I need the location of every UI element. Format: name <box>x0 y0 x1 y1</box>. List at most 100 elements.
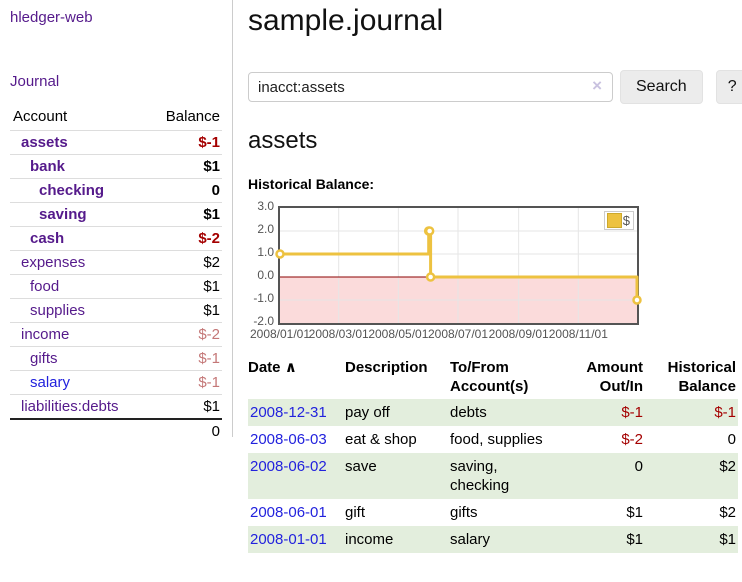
legend-swatch-icon <box>606 213 622 228</box>
transaction-amount: $-1 <box>621 404 643 421</box>
transaction-date-link[interactable]: 2008-06-03 <box>250 431 327 448</box>
account-row: expenses $2 <box>10 250 222 275</box>
transaction-row: 2008-06-01 gift gifts $1 $2 <box>248 499 738 526</box>
account-row: liabilities:debts $1 <box>10 394 222 419</box>
account-balance: $1 <box>148 202 222 227</box>
date-column-header[interactable]: Date ∧ <box>248 359 297 376</box>
account-row: saving $1 <box>10 202 222 227</box>
register-table: Date ∧ Description To/From Account(s) Am… <box>248 358 738 553</box>
account-balance: $1 <box>148 154 222 179</box>
legend-series-label: $ <box>622 213 630 228</box>
chart-legend: $ <box>603 211 634 230</box>
register-table-header: Date ∧ Description To/From Account(s) Am… <box>248 358 738 399</box>
sort-ascending-icon: ∧ <box>284 359 297 376</box>
account-heading: assets <box>248 127 318 154</box>
balance-column-header: Historical Balance <box>667 359 736 395</box>
sidebar-item-journal[interactable]: Journal <box>10 73 60 90</box>
main-content: sample.journal × Search ? assets Histori… <box>233 0 742 553</box>
account-row: assets $-1 <box>10 130 222 155</box>
clear-search-icon[interactable]: × <box>592 76 602 95</box>
transaction-date-link[interactable]: 2008-01-01 <box>250 531 327 548</box>
sidebar: hledger-web Journal Account Balance asse… <box>0 0 233 443</box>
account-row: food $1 <box>10 274 222 299</box>
search-input[interactable] <box>248 72 613 102</box>
balance-column-header: Balance <box>165 108 220 125</box>
account-link[interactable]: assets <box>21 134 68 151</box>
transaction-amount: $1 <box>626 531 643 548</box>
help-button[interactable]: ? <box>715 70 742 104</box>
account-link[interactable]: checking <box>39 182 105 199</box>
transaction-description: income <box>345 531 394 548</box>
amount-column-header: Amount Out/In <box>586 359 643 395</box>
transaction-row: 2008-01-01 income salary $1 $1 <box>248 526 738 553</box>
y-axis-tick-label: 2.0 <box>257 222 274 236</box>
accounts-table-header: Account Balance <box>10 105 222 131</box>
transaction-row: 2008-06-03 eat & shop food, supplies $-2… <box>248 426 738 453</box>
transaction-balance: $2 <box>719 458 736 475</box>
x-axis-tick-label: 2008/09/01 <box>488 327 549 341</box>
transaction-date-link[interactable]: 2008-06-01 <box>250 504 327 521</box>
transaction-date-link[interactable]: 2008-06-02 <box>250 458 327 475</box>
account-row: checking 0 <box>10 178 222 203</box>
account-balance: $2 <box>148 250 222 275</box>
accounts-total-value: 0 <box>148 418 222 443</box>
transaction-accounts: saving, checking <box>450 458 510 494</box>
accounts-balance-table: Account Balance assets $-1 bank $1 check… <box>10 105 222 443</box>
account-link[interactable]: food <box>30 278 60 295</box>
page-title: sample.journal <box>248 4 444 37</box>
transaction-balance: $-1 <box>714 404 736 421</box>
x-axis-tick-label: 2008/01/01 <box>249 327 311 341</box>
transaction-row: 2008-12-31 pay off debts $-1 $-1 <box>248 399 738 426</box>
account-link[interactable]: cash <box>30 230 65 247</box>
app-title-link[interactable]: hledger-web <box>10 9 93 26</box>
transaction-balance: 0 <box>727 431 736 448</box>
account-balance: $-1 <box>148 346 222 371</box>
search-form: × Search ? <box>248 70 742 104</box>
y-axis-tick-label: 3.0 <box>257 199 274 213</box>
account-link[interactable]: gifts <box>30 350 58 367</box>
transaction-description: eat & shop <box>345 431 417 448</box>
account-balance: $-2 <box>148 322 222 347</box>
transaction-amount: $-2 <box>621 431 643 448</box>
y-axis-tick-label: 0.0 <box>257 268 274 282</box>
account-balance: $-1 <box>148 130 222 155</box>
account-balance: $-1 <box>148 370 222 395</box>
x-axis-tick-label: 2008/03/01 <box>308 327 369 341</box>
account-row: supplies $1 <box>10 298 222 323</box>
account-row: cash $-2 <box>10 226 222 251</box>
transaction-balance: $1 <box>719 531 736 548</box>
account-link[interactable]: bank <box>30 158 66 175</box>
account-link[interactable]: supplies <box>30 302 86 319</box>
search-button[interactable]: Search <box>620 70 703 104</box>
account-balance: $-2 <box>148 226 222 251</box>
transaction-date-link[interactable]: 2008-12-31 <box>250 404 327 421</box>
chart-y-axis: 3.0 2.0 1.0 0.0 -1.0 -2.0 <box>248 200 274 327</box>
transaction-accounts: food, supplies <box>450 431 543 448</box>
accounts-column-header: To/From Account(s) <box>450 359 529 395</box>
transaction-amount: 0 <box>634 458 643 475</box>
account-link[interactable]: liabilities:debts <box>21 398 119 415</box>
account-column-header: Account <box>13 108 68 125</box>
account-row: income $-2 <box>10 322 222 347</box>
account-balance: $1 <box>148 394 222 419</box>
account-link[interactable]: income <box>21 326 70 343</box>
account-balance: $1 <box>148 298 222 323</box>
account-link[interactable]: expenses <box>21 254 86 271</box>
x-axis-tick-label: 2008/07/01 <box>427 327 489 341</box>
search-box: × <box>248 72 613 102</box>
historical-balance-chart: 3.0 2.0 1.0 0.0 -1.0 -2.0 $ 2008/01/01 2008/03… <box>248 200 742 343</box>
transaction-description: pay off <box>345 404 390 421</box>
y-axis-tick-label: 1.0 <box>257 245 274 259</box>
description-column-header: Description <box>345 359 428 376</box>
transaction-balance: $2 <box>719 504 736 521</box>
account-link[interactable]: saving <box>39 206 87 223</box>
account-row: salary $-1 <box>10 370 222 395</box>
y-axis-tick-label: -2.0 <box>253 314 274 328</box>
y-axis-tick-label: -1.0 <box>253 291 274 305</box>
x-axis-tick-label: 2008/05/01 <box>368 327 429 341</box>
account-link[interactable]: salary <box>30 374 71 391</box>
transaction-amount: $1 <box>626 504 643 521</box>
chart-x-axis: 2008/01/01 2008/03/01 2008/05/01 2008/07/01… <box>250 327 637 343</box>
chart-plot-area: $ <box>275 206 642 325</box>
x-axis-tick-label: 2008/11/01 <box>548 327 608 341</box>
